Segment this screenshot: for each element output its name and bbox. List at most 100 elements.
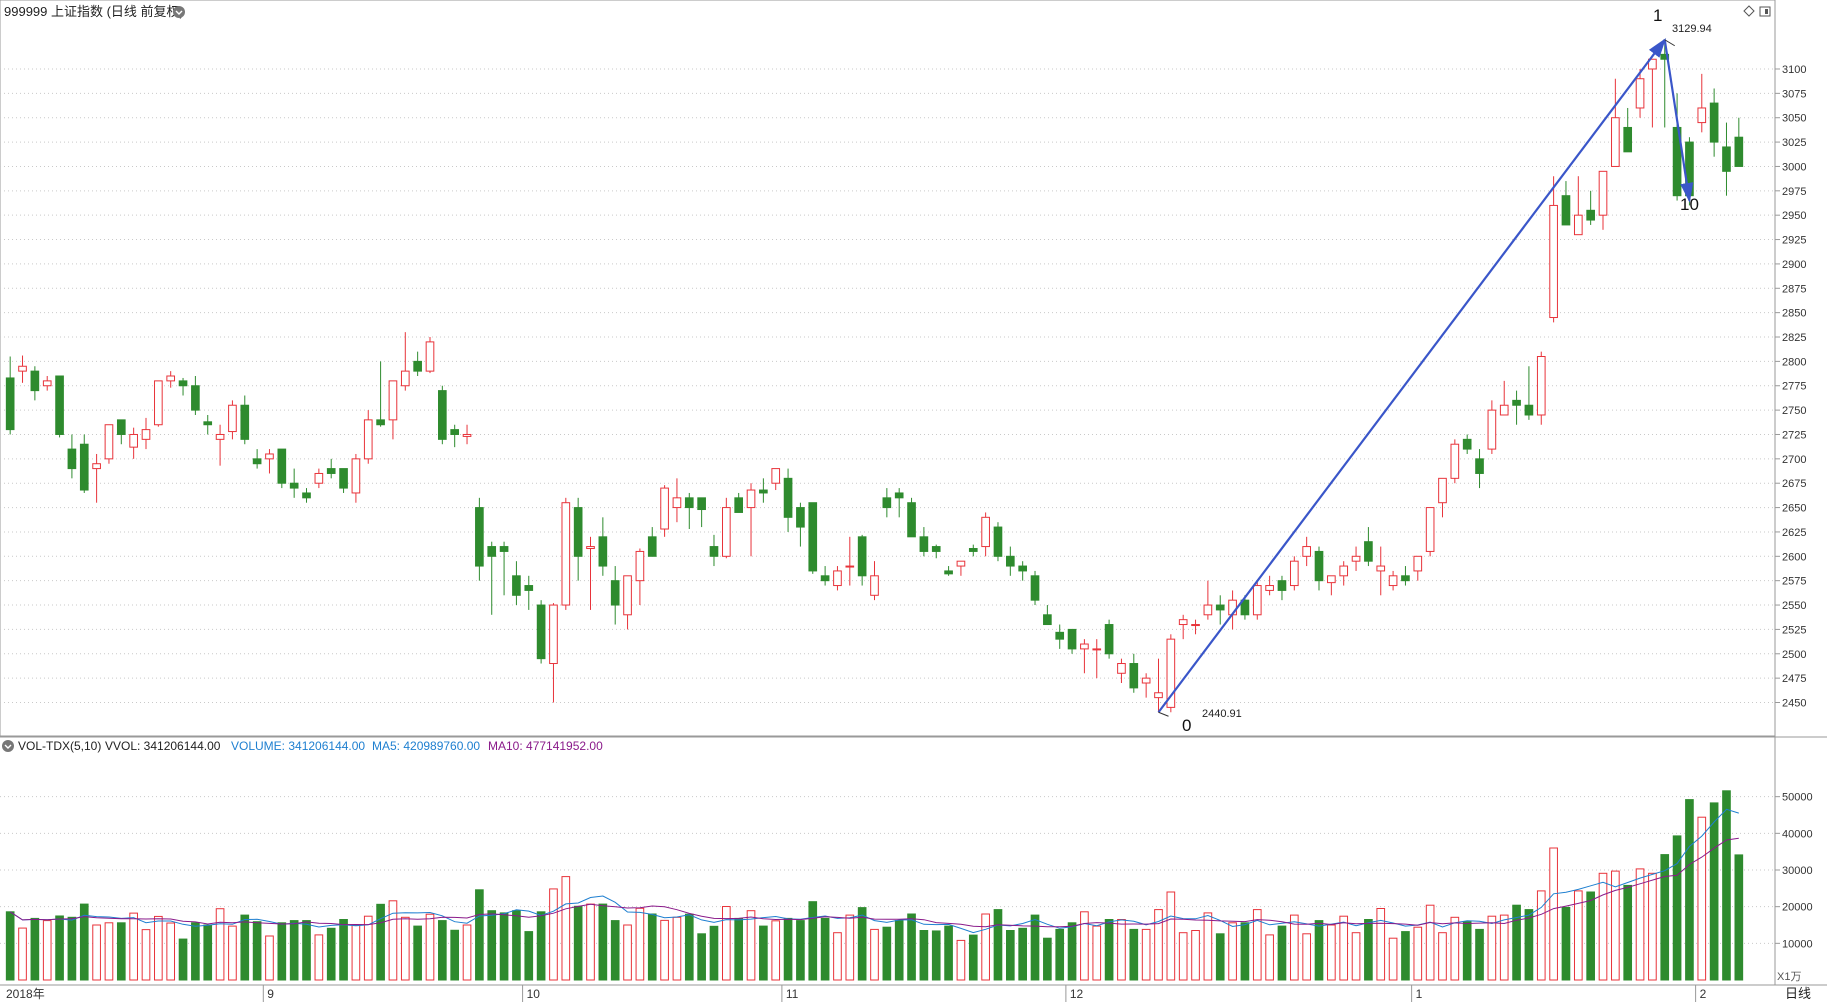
candle bbox=[228, 400, 237, 440]
volume-bar bbox=[1327, 924, 1336, 981]
candle bbox=[376, 361, 385, 427]
volume-bar bbox=[388, 900, 398, 981]
price-tick-label: 2675 bbox=[1782, 478, 1806, 490]
candle-body bbox=[709, 546, 719, 557]
candle bbox=[1178, 614, 1188, 640]
volume-value: VOLUME: 341206144.00 bbox=[231, 739, 365, 753]
volume-bar bbox=[1648, 872, 1657, 981]
panel-toggle-fill-icon bbox=[1765, 9, 1768, 14]
candle-body bbox=[1166, 638, 1176, 708]
candle-body bbox=[1697, 107, 1707, 124]
volume-bar bbox=[1722, 790, 1731, 981]
candle bbox=[1240, 595, 1250, 620]
candle-body bbox=[536, 604, 546, 660]
candle bbox=[1586, 190, 1595, 225]
volume-bar bbox=[722, 906, 731, 981]
candle bbox=[845, 536, 855, 586]
volume-bar bbox=[1228, 922, 1237, 981]
candle bbox=[1104, 619, 1114, 659]
candle bbox=[1672, 93, 1682, 201]
candle bbox=[18, 355, 27, 383]
candle bbox=[1289, 556, 1299, 591]
volume-bar bbox=[857, 907, 867, 981]
candle bbox=[438, 385, 447, 445]
candle-body bbox=[289, 482, 299, 489]
candle bbox=[1499, 380, 1509, 416]
volume-bar bbox=[1018, 927, 1027, 981]
candle bbox=[1734, 117, 1744, 167]
volume-bar bbox=[302, 920, 311, 981]
candle bbox=[981, 512, 990, 557]
candle-body bbox=[820, 575, 830, 582]
time-axis-label: 12 bbox=[1070, 987, 1084, 1001]
period-label[interactable]: 日线 bbox=[1785, 986, 1811, 1001]
title-dropdown-icon[interactable] bbox=[173, 6, 185, 18]
candle-body bbox=[1351, 555, 1361, 562]
candle bbox=[30, 366, 40, 401]
volume-ma-lines bbox=[9, 808, 1739, 934]
vol-dropdown-icon[interactable] bbox=[2, 740, 14, 752]
volume-bar bbox=[870, 928, 879, 981]
price-tick-label: 3075 bbox=[1782, 88, 1806, 100]
volume-bar bbox=[512, 910, 521, 981]
candle-body bbox=[857, 536, 867, 577]
volume-bar bbox=[586, 903, 595, 981]
candle bbox=[265, 449, 274, 474]
candle-body bbox=[326, 468, 336, 474]
candle bbox=[339, 468, 348, 493]
candle-body bbox=[1425, 507, 1435, 552]
candle bbox=[351, 453, 361, 503]
volume-bar bbox=[438, 920, 447, 981]
volume-bar bbox=[771, 920, 781, 981]
candle bbox=[759, 478, 768, 503]
dropdown-chevron-icon bbox=[175, 10, 183, 15]
candle-body bbox=[499, 546, 509, 552]
candle bbox=[450, 424, 460, 448]
volume-bar bbox=[1499, 914, 1509, 981]
candle bbox=[944, 566, 953, 576]
candle-body bbox=[363, 419, 373, 460]
volume-bar bbox=[894, 920, 904, 981]
price-tick-label: 2875 bbox=[1782, 283, 1806, 295]
candle-body bbox=[1487, 409, 1497, 450]
candle-body bbox=[1327, 575, 1336, 584]
volume-bar bbox=[709, 925, 719, 981]
candle bbox=[1635, 68, 1645, 118]
candle bbox=[79, 434, 89, 493]
candle-body bbox=[462, 433, 472, 437]
candle-body bbox=[919, 536, 929, 552]
volume-bar bbox=[1512, 904, 1521, 981]
volume-tick-label: 30000 bbox=[1782, 865, 1813, 877]
candle bbox=[1141, 673, 1151, 698]
volume-bar bbox=[1104, 919, 1114, 981]
candle bbox=[512, 561, 521, 606]
volume-bar bbox=[1734, 854, 1744, 981]
candle-body bbox=[635, 550, 645, 582]
volume-bar bbox=[1092, 925, 1102, 981]
candle-body bbox=[623, 575, 632, 616]
candle bbox=[1709, 88, 1719, 157]
candle bbox=[968, 544, 978, 557]
candle bbox=[623, 575, 632, 630]
high-price-pointer bbox=[1664, 39, 1675, 47]
candle-body bbox=[154, 380, 163, 426]
candle bbox=[240, 395, 250, 445]
candle bbox=[42, 376, 52, 391]
candle bbox=[1549, 176, 1558, 323]
candle-body bbox=[1499, 404, 1509, 416]
candle bbox=[1252, 580, 1262, 620]
diamond-icon[interactable] bbox=[1743, 5, 1755, 17]
volume-bar bbox=[931, 930, 941, 981]
candle-body bbox=[734, 497, 744, 513]
candle bbox=[1388, 570, 1398, 591]
volume-bar bbox=[1277, 925, 1287, 981]
price-tick-label: 3100 bbox=[1782, 64, 1806, 76]
candle-body bbox=[1388, 575, 1398, 587]
time-axis-label: 1 bbox=[1416, 987, 1423, 1001]
candle bbox=[1067, 628, 1077, 654]
price-tick-label: 2850 bbox=[1782, 308, 1806, 320]
volume-bar bbox=[289, 920, 299, 981]
volume-bar bbox=[944, 925, 953, 981]
panel-toggle-icon[interactable] bbox=[1759, 6, 1771, 17]
candle-body bbox=[907, 502, 916, 538]
